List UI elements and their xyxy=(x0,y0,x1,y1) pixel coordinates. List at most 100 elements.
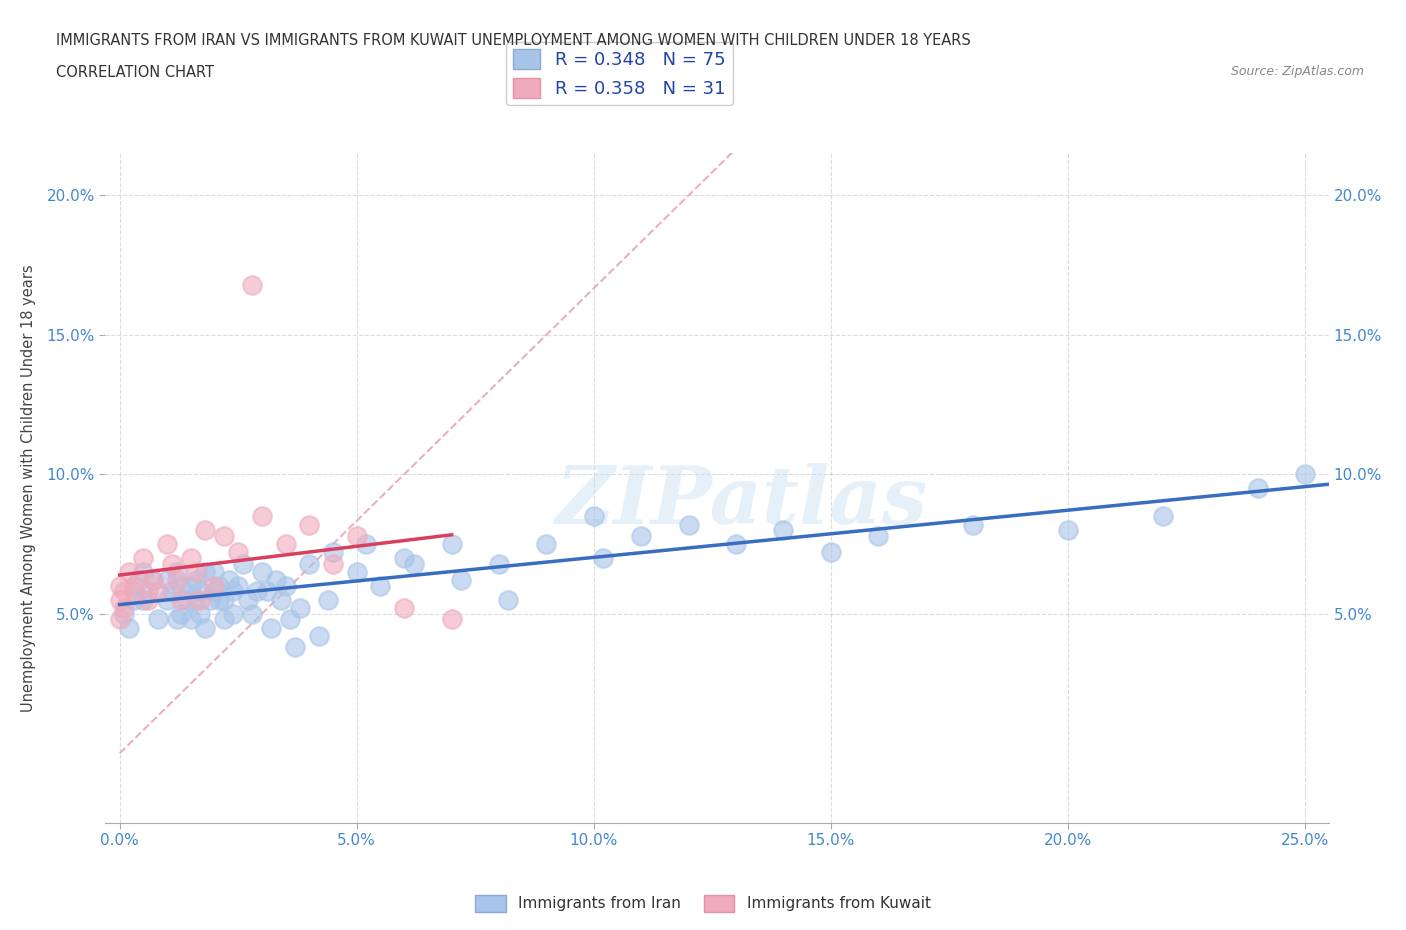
Point xyxy=(392,601,415,616)
Point xyxy=(184,565,207,579)
Point xyxy=(222,606,245,621)
Legend: Immigrants from Iran, Immigrants from Kuwait: Immigrants from Iran, Immigrants from Ku… xyxy=(470,889,936,918)
Legend: R = 0.348   N = 75, R = 0.358   N = 31: R = 0.348 N = 75, R = 0.358 N = 31 xyxy=(506,42,733,105)
Point xyxy=(402,556,425,571)
Text: Source: ZipAtlas.com: Source: ZipAtlas.com xyxy=(1230,65,1364,78)
Point xyxy=(678,517,700,532)
Point xyxy=(288,601,311,616)
Point xyxy=(440,612,463,627)
Point xyxy=(274,578,297,593)
Point xyxy=(198,592,221,607)
Point xyxy=(146,612,169,627)
Point xyxy=(132,551,155,565)
Point xyxy=(170,592,193,607)
Point xyxy=(256,584,278,599)
Point xyxy=(1294,467,1316,482)
Point xyxy=(392,551,415,565)
Point xyxy=(218,573,240,588)
Point xyxy=(222,584,245,599)
Point xyxy=(250,509,273,524)
Text: CORRELATION CHART: CORRELATION CHART xyxy=(56,65,214,80)
Point xyxy=(1246,481,1268,496)
Point xyxy=(194,565,217,579)
Point xyxy=(146,584,169,599)
Point xyxy=(592,551,614,565)
Point xyxy=(188,584,211,599)
Point xyxy=(108,612,131,627)
Point xyxy=(270,592,292,607)
Point xyxy=(112,584,135,599)
Point xyxy=(1152,509,1174,524)
Point xyxy=(246,584,269,599)
Point xyxy=(370,578,392,593)
Point xyxy=(962,517,984,532)
Point xyxy=(488,556,510,571)
Point xyxy=(156,537,179,551)
Point xyxy=(264,573,287,588)
Point xyxy=(322,556,344,571)
Text: ZIPatlas: ZIPatlas xyxy=(555,463,928,540)
Point xyxy=(346,528,368,543)
Point xyxy=(724,537,747,551)
Point xyxy=(136,584,159,599)
Point xyxy=(170,606,193,621)
Point xyxy=(188,592,211,607)
Point xyxy=(142,573,165,588)
Point xyxy=(166,612,188,627)
Point xyxy=(156,573,179,588)
Point xyxy=(204,584,226,599)
Point xyxy=(242,606,264,621)
Point xyxy=(226,545,249,560)
Point xyxy=(166,573,188,588)
Point xyxy=(280,612,302,627)
Point xyxy=(582,509,605,524)
Point xyxy=(212,528,235,543)
Point xyxy=(260,620,283,635)
Point xyxy=(160,556,183,571)
Point xyxy=(440,537,463,551)
Point xyxy=(180,612,202,627)
Point xyxy=(180,551,202,565)
Point xyxy=(184,573,207,588)
Y-axis label: Unemployment Among Women with Children Under 18 years: Unemployment Among Women with Children U… xyxy=(21,264,35,712)
Point xyxy=(498,592,520,607)
Point xyxy=(122,592,145,607)
Point xyxy=(322,545,344,560)
Point xyxy=(226,578,249,593)
Point xyxy=(242,277,264,292)
Point xyxy=(132,565,155,579)
Point xyxy=(108,592,131,607)
Point xyxy=(174,592,197,607)
Point xyxy=(212,592,235,607)
Point xyxy=(108,578,131,593)
Point xyxy=(112,601,135,616)
Point xyxy=(122,578,145,593)
Point xyxy=(204,578,226,593)
Point xyxy=(346,565,368,579)
Point xyxy=(250,565,273,579)
Point xyxy=(188,606,211,621)
Point xyxy=(194,523,217,538)
Point xyxy=(354,537,377,551)
Point xyxy=(208,592,231,607)
Point xyxy=(308,629,330,644)
Point xyxy=(298,556,321,571)
Point xyxy=(274,537,297,551)
Point xyxy=(122,584,145,599)
Point xyxy=(156,592,179,607)
Point xyxy=(820,545,842,560)
Point xyxy=(166,565,188,579)
Point xyxy=(298,517,321,532)
Point xyxy=(630,528,652,543)
Point xyxy=(194,620,217,635)
Point xyxy=(236,592,259,607)
Point xyxy=(170,578,193,593)
Point xyxy=(118,565,141,579)
Point xyxy=(772,523,794,538)
Point xyxy=(208,578,231,593)
Point xyxy=(232,556,254,571)
Point xyxy=(128,573,150,588)
Point xyxy=(284,640,307,655)
Point xyxy=(136,592,159,607)
Point xyxy=(450,573,472,588)
